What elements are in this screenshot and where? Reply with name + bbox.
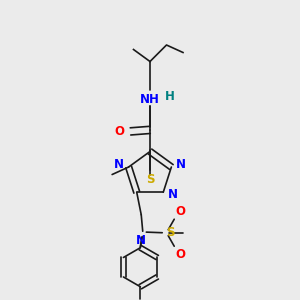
Text: O: O [176, 205, 186, 218]
Text: O: O [115, 125, 124, 138]
Text: N: N [136, 234, 146, 247]
Text: NH: NH [140, 93, 160, 106]
Text: O: O [176, 248, 186, 261]
Text: N: N [168, 188, 178, 201]
Text: S: S [166, 226, 174, 238]
Text: S: S [146, 173, 154, 186]
Text: N: N [176, 158, 186, 171]
Text: H: H [165, 90, 174, 103]
Text: N: N [114, 158, 124, 171]
